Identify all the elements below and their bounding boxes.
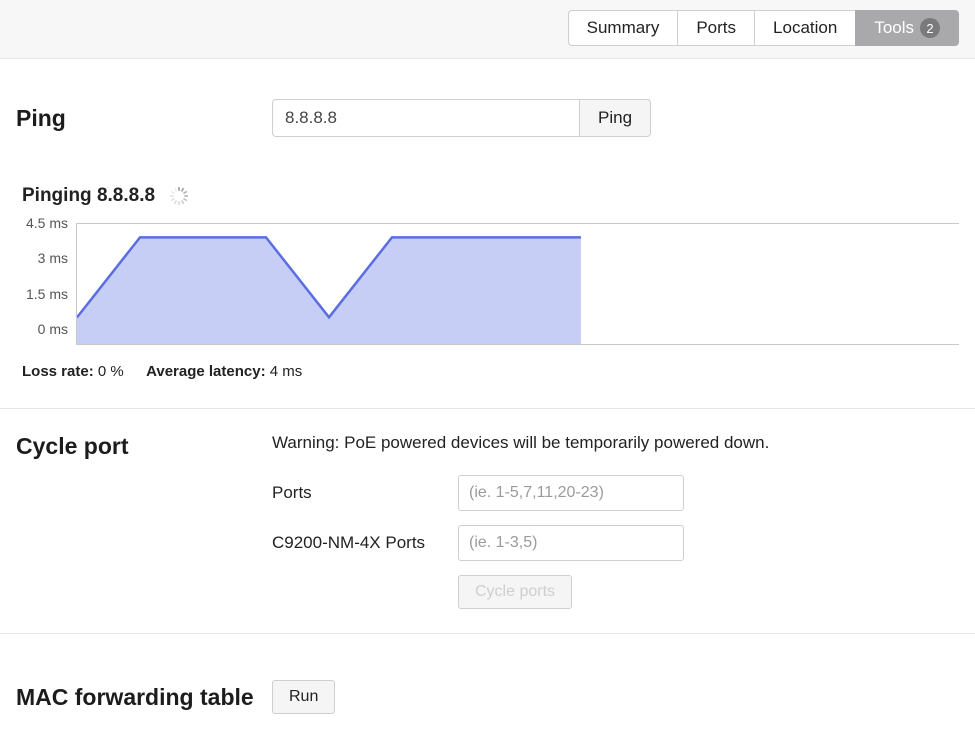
y-tick: 0 ms	[16, 321, 74, 337]
ping-section: Ping Ping Pinging 8.8.8.8	[0, 59, 975, 409]
ping-input-group: Ping	[272, 99, 651, 137]
cycle-port-title: Cycle port	[16, 433, 272, 460]
chart-area	[76, 223, 959, 345]
ping-stats: Loss rate: 0 % Average latency: 4 ms	[22, 363, 959, 380]
cycle-port-section: Cycle port Warning: PoE powered devices …	[0, 409, 975, 634]
tab-label: Ports	[696, 18, 736, 38]
avg-latency-label: Average latency:	[146, 363, 266, 380]
tab-badge: 2	[920, 18, 940, 38]
tab-label: Summary	[587, 18, 660, 38]
y-tick: 1.5 ms	[16, 286, 74, 302]
nm-ports-input[interactable]	[458, 525, 684, 561]
ping-target-input[interactable]	[272, 99, 580, 137]
spinner-icon	[169, 186, 189, 206]
ping-chart: 4.5 ms 3 ms 1.5 ms 0 ms	[22, 223, 959, 345]
avg-latency-value: 4 ms	[270, 363, 303, 380]
nm-ports-label: C9200-NM-4X Ports	[272, 533, 458, 553]
tab-location[interactable]: Location	[754, 10, 856, 46]
tab-ports[interactable]: Ports	[677, 10, 755, 46]
tab-tools[interactable]: Tools 2	[855, 10, 959, 46]
tab-group: Summary Ports Location Tools 2	[568, 10, 959, 46]
y-tick: 4.5 ms	[16, 215, 74, 231]
ping-button[interactable]: Ping	[580, 99, 651, 137]
mac-title: MAC forwarding table	[16, 684, 272, 711]
run-button[interactable]: Run	[272, 680, 335, 714]
chart-y-labels: 4.5 ms 3 ms 1.5 ms 0 ms	[16, 223, 74, 345]
loss-rate-value: 0 %	[98, 363, 124, 380]
tab-label: Tools	[874, 18, 914, 38]
tab-summary[interactable]: Summary	[568, 10, 679, 46]
ping-status-row: Pinging 8.8.8.8	[22, 185, 959, 207]
ping-title: Ping	[16, 105, 272, 132]
ping-status-label: Pinging 8.8.8.8	[22, 185, 155, 207]
ports-input[interactable]	[458, 475, 684, 511]
loss-rate-label: Loss rate:	[22, 363, 94, 380]
cycle-warning: Warning: PoE powered devices will be tem…	[272, 433, 959, 453]
y-tick: 3 ms	[16, 250, 74, 266]
tab-label: Location	[773, 18, 837, 38]
cycle-ports-button[interactable]: Cycle ports	[458, 575, 572, 609]
top-bar: Summary Ports Location Tools 2	[0, 0, 975, 59]
mac-forwarding-section: MAC forwarding table Run	[0, 634, 975, 724]
ports-label: Ports	[272, 483, 458, 503]
